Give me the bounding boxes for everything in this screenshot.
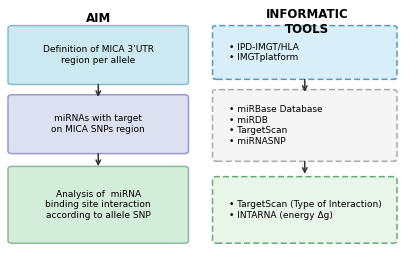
Text: Definition of MICA 3’UTR
region per allele: Definition of MICA 3’UTR region per alle…: [43, 45, 154, 65]
Text: • TargetScan (Type of Interaction)
• INTARNA (energy Δg): • TargetScan (Type of Interaction) • INT…: [229, 200, 381, 220]
Text: INFORMATIC
TOOLS: INFORMATIC TOOLS: [265, 8, 348, 36]
FancyBboxPatch shape: [213, 90, 397, 161]
FancyBboxPatch shape: [8, 26, 188, 84]
Text: • miRBase Database
• miRDB
• TargetScan
• miRNASNP: • miRBase Database • miRDB • TargetScan …: [229, 105, 322, 146]
Text: miRNAs with target
on MICA SNPs region: miRNAs with target on MICA SNPs region: [51, 114, 145, 134]
FancyBboxPatch shape: [8, 166, 188, 243]
Text: AIM: AIM: [86, 12, 111, 25]
FancyBboxPatch shape: [213, 177, 397, 243]
FancyBboxPatch shape: [8, 95, 188, 154]
FancyBboxPatch shape: [213, 26, 397, 79]
Text: Analysis of  miRNA
binding site interaction
according to allele SNP: Analysis of miRNA binding site interacti…: [45, 190, 151, 220]
Text: • IPD-IMGT/HLA
• IMGTplatform: • IPD-IMGT/HLA • IMGTplatform: [229, 43, 298, 62]
